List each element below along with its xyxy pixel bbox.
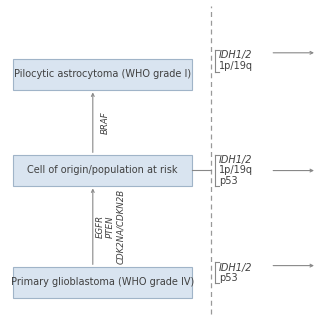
FancyBboxPatch shape <box>13 155 192 186</box>
Text: p53: p53 <box>219 273 238 283</box>
Text: 1p/19q: 1p/19q <box>219 165 253 175</box>
Text: Primary glioblastoma (WHO grade IV): Primary glioblastoma (WHO grade IV) <box>11 277 194 287</box>
FancyBboxPatch shape <box>13 267 192 298</box>
Text: BRAF: BRAF <box>101 111 110 134</box>
Text: EGFR
PTEN
CDK2NA/CDKN2B: EGFR PTEN CDK2NA/CDKN2B <box>95 189 125 264</box>
Text: Pilocytic astrocytoma (WHO grade I): Pilocytic astrocytoma (WHO grade I) <box>14 69 191 79</box>
Text: 1p/19q: 1p/19q <box>219 61 253 71</box>
FancyBboxPatch shape <box>13 59 192 90</box>
Text: p53: p53 <box>219 176 238 186</box>
Text: IDH1/2: IDH1/2 <box>219 155 253 165</box>
Text: IDH1/2: IDH1/2 <box>219 263 253 273</box>
Text: Cell of origin/population at risk: Cell of origin/population at risk <box>27 165 178 175</box>
Text: IDH1/2: IDH1/2 <box>219 50 253 60</box>
